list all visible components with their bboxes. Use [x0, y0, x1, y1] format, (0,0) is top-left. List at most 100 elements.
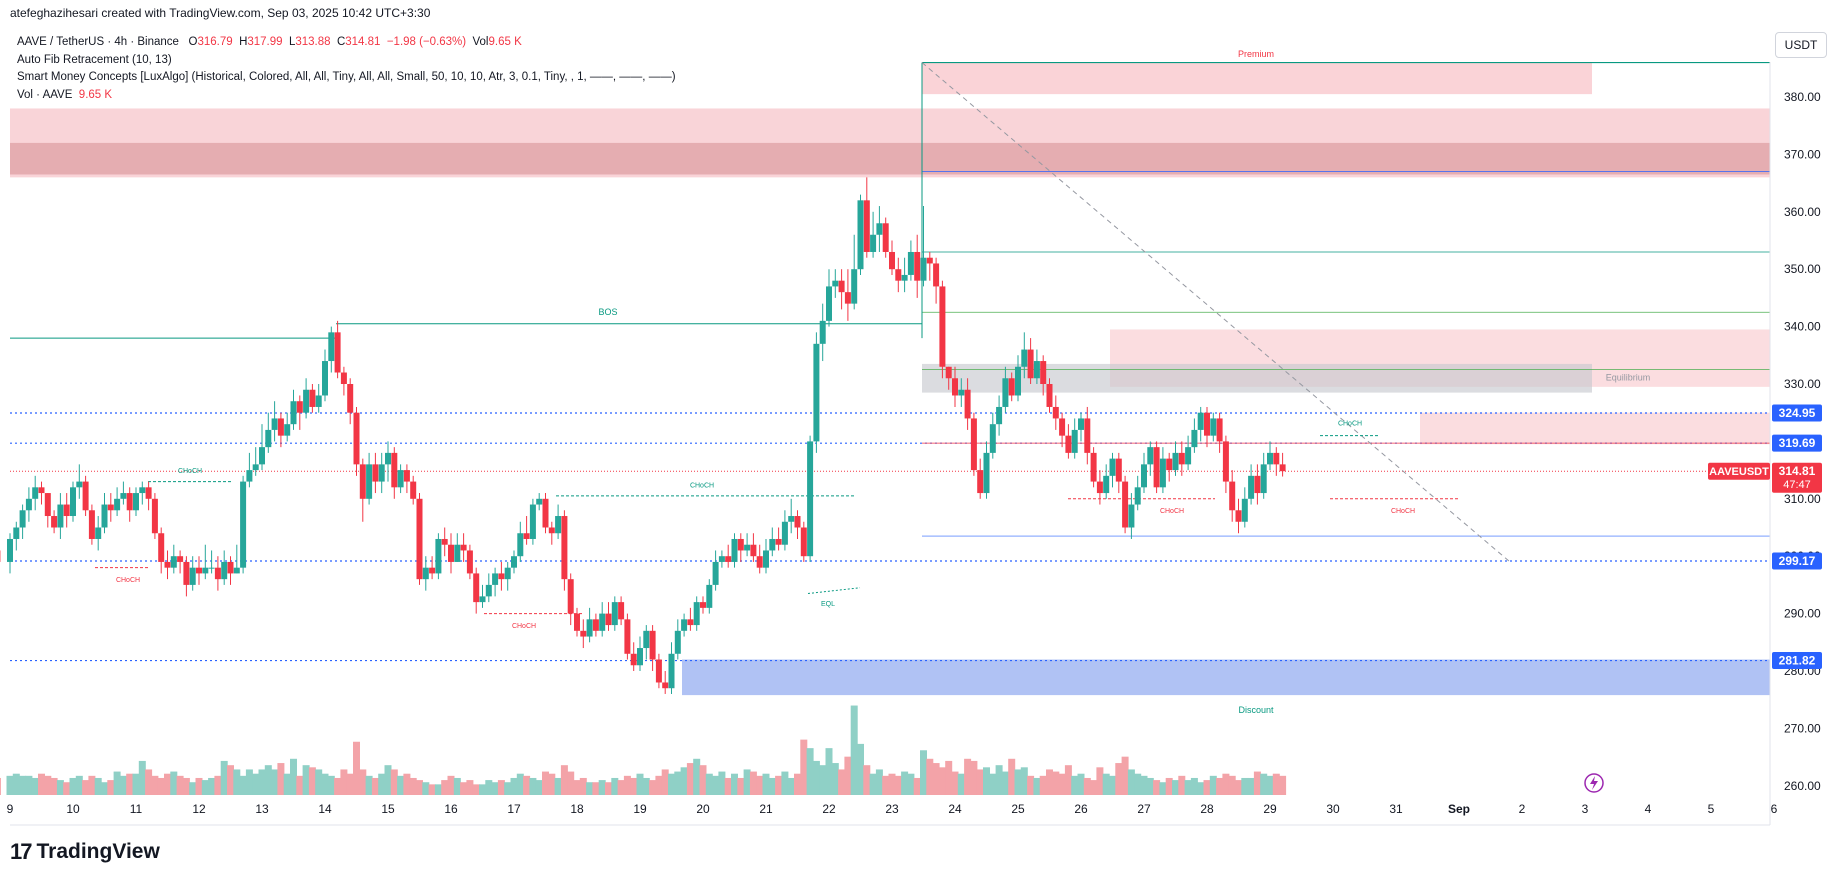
candle-body [158, 533, 165, 562]
candle-body [385, 452, 391, 465]
price-badge-label: 281.82 [1779, 654, 1816, 668]
volume-bar [668, 773, 675, 795]
candle-body [687, 619, 694, 626]
symbol-legend-row[interactable]: AAVE / TetherUS · 4h · Binance O316.79 H… [17, 34, 676, 52]
candle-body [145, 487, 152, 499]
time-tick-label: 13 [255, 802, 269, 816]
volume-bar [1235, 780, 1242, 795]
time-tick-label: 15 [381, 802, 395, 816]
price-tick-label: 360.00 [1784, 205, 1821, 219]
time-tick-label: 12 [192, 802, 206, 816]
volume-bar [907, 773, 915, 795]
volume-bar [1071, 775, 1079, 795]
volume-bar [346, 773, 354, 795]
candle-body [372, 464, 379, 482]
candle-body [933, 263, 940, 287]
candle-body [599, 613, 606, 631]
candle-body [479, 596, 486, 603]
candle-body [303, 389, 310, 413]
tradingview-logo-text: TradingView [36, 840, 160, 863]
volume-bar [390, 769, 398, 795]
volume-bar [680, 767, 688, 795]
volume-bar [1203, 780, 1211, 795]
candle-body [246, 470, 253, 482]
volume-bar [69, 777, 77, 795]
candle-body [662, 682, 669, 689]
volume-indicator-row[interactable]: Vol · AAVE 9.65 K [17, 87, 676, 105]
symbol-name[interactable]: AAVE / TetherUS · 4h · Binance [17, 36, 179, 48]
candle-body [1021, 349, 1028, 367]
time-tick-label: 18 [570, 802, 584, 816]
time-tick-label: 5 [1708, 802, 1715, 816]
fib-indicator-row[interactable]: Auto Fib Retracement (10, 13) [17, 53, 172, 66]
candle-body [397, 470, 404, 488]
candle-body [983, 452, 990, 494]
time-tick-label: 25 [1011, 802, 1025, 816]
candle-body [1254, 475, 1261, 494]
volume-bar [504, 782, 512, 795]
volume-bar [920, 750, 927, 795]
premium-label: Premium [1238, 49, 1274, 59]
volume-bar [1014, 769, 1022, 795]
candle-body [403, 470, 410, 482]
candle-body [277, 418, 284, 436]
candle-body [561, 516, 568, 580]
currency-button[interactable]: USDT [1775, 32, 1827, 58]
volume-bar [422, 782, 430, 795]
candle-body [1185, 447, 1192, 465]
volume-bar [1033, 777, 1041, 795]
equilibrium-zone [922, 363, 1592, 393]
volume-bar [182, 777, 190, 795]
volume-bar [535, 780, 543, 795]
candle-body [422, 567, 429, 580]
candle-body [649, 630, 656, 660]
candle-body [448, 544, 454, 562]
volume-bar [1178, 775, 1186, 795]
tradingview-logo-icon: 17 [10, 839, 33, 864]
candle-body [1267, 452, 1273, 465]
eql-label: EQL [821, 601, 835, 608]
candle-body [863, 200, 870, 252]
candle-body [416, 498, 423, 580]
price-tick-label: 270.00 [1784, 721, 1821, 735]
candle-body [838, 280, 845, 293]
tradingview-logo[interactable]: 17 TradingView [10, 839, 160, 864]
volume-bar [176, 775, 184, 795]
candle-body [284, 424, 291, 436]
volume-bar [1140, 775, 1148, 795]
candle-body [800, 527, 807, 557]
candle-body [441, 538, 448, 545]
volume-bar [126, 773, 134, 795]
candle-body [1191, 429, 1198, 448]
volume-bar [844, 756, 852, 795]
candle-body [813, 343, 820, 442]
price-badge-countdown: 47:47 [1783, 479, 1811, 491]
volume-bar [195, 777, 203, 795]
candle-body [101, 504, 108, 528]
volume-bar [277, 763, 285, 795]
smc-indicator-row[interactable]: Smart Money Concepts [LuxAlgo] (Historic… [17, 71, 676, 83]
candle-body [1178, 452, 1185, 465]
candle-body [1008, 378, 1015, 396]
choch-label: CHoCH [512, 623, 536, 630]
time-tick-label: 23 [885, 802, 899, 816]
candle-body [460, 544, 467, 551]
candle-body [177, 556, 184, 562]
candle-body [901, 274, 908, 281]
candle-body [70, 487, 76, 517]
volume-bar [1172, 780, 1179, 795]
volume-bar [731, 773, 738, 795]
candle-body [1204, 412, 1210, 436]
time-tick-label: 22 [822, 802, 836, 816]
candle-body [322, 361, 328, 396]
candle-body [775, 538, 782, 545]
price-tick-label: 340.00 [1784, 320, 1821, 334]
volume-bar [208, 777, 216, 795]
volume-bar [957, 773, 965, 795]
volume-bar [371, 777, 379, 795]
volume-bar [1266, 775, 1274, 795]
price-badge-label: 314.81 [1779, 464, 1816, 478]
volume-bar [831, 763, 839, 795]
candle-body [637, 648, 643, 666]
